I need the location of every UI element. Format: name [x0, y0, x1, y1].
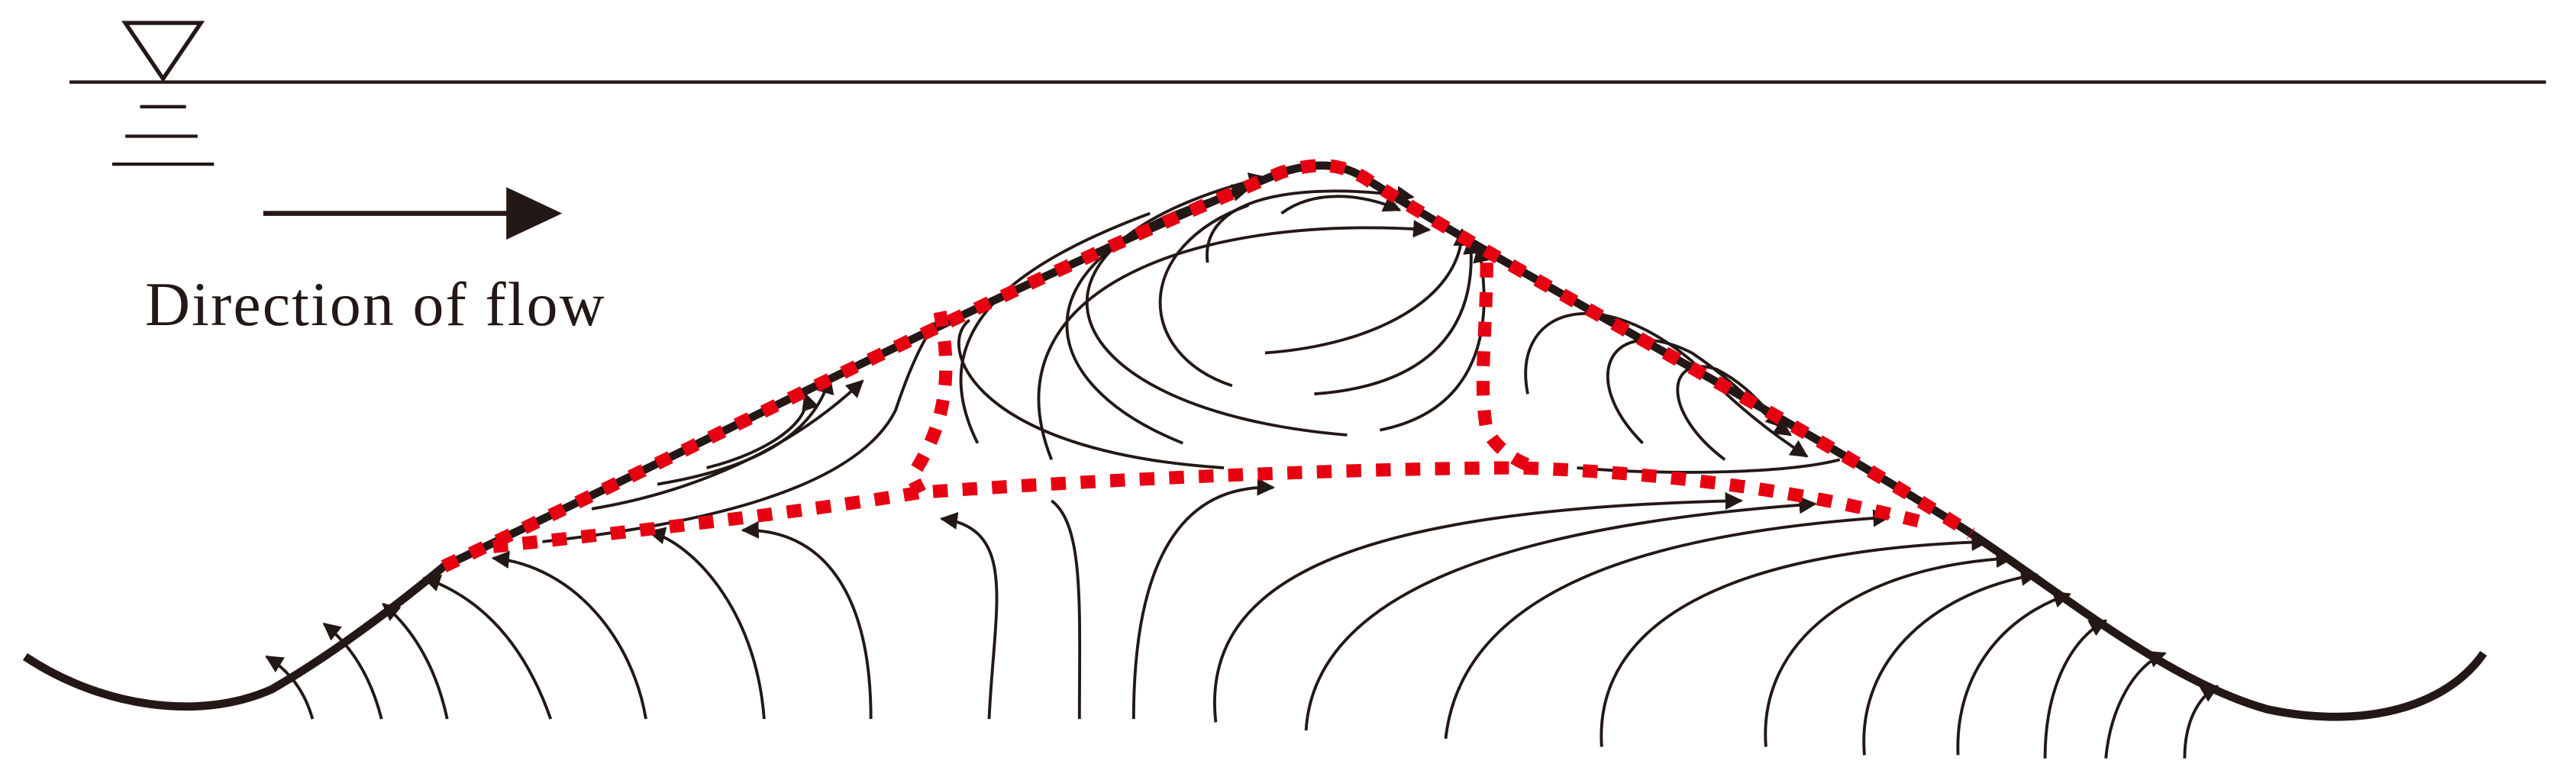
flow-arrow — [263, 187, 563, 240]
streamlines — [265, 172, 2219, 759]
dune-bed — [22, 161, 2487, 721]
separation-boundaries — [441, 159, 1975, 572]
water-surface-symbol — [69, 21, 2546, 166]
flow-label: Direction of flow — [145, 269, 606, 339]
